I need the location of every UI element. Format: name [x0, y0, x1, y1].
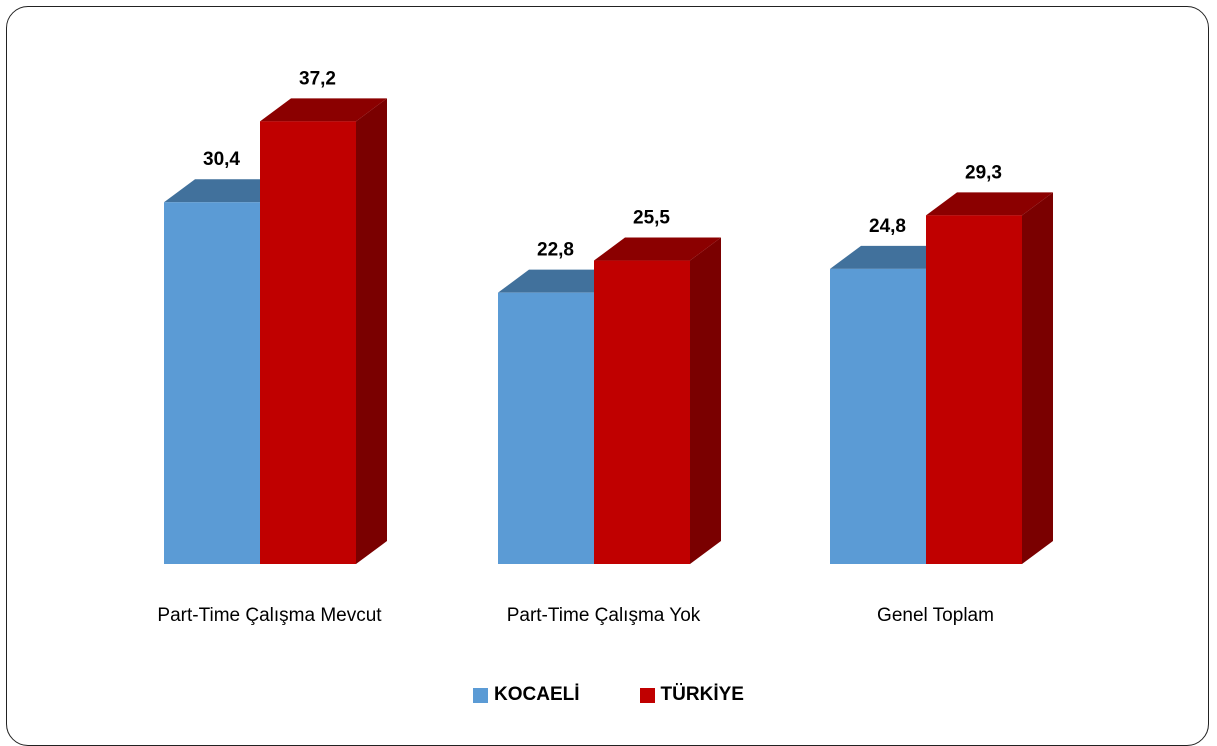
- data-label-turkiye-2: 29,3: [965, 162, 1002, 183]
- bar-turkiye-2: [926, 215, 1022, 564]
- bar-turkiye-0: [260, 121, 356, 564]
- bar-turkiye-1: [594, 260, 690, 564]
- legend-label-turkiye: TÜRKİYE: [660, 684, 744, 705]
- bar-kocaeli-0: [164, 202, 260, 565]
- bar-top-turkiye-1: [594, 237, 721, 261]
- legend: KOCAELİ TÜRKİYE: [0, 684, 1217, 706]
- category-label-1: Part-Time Çalışma Yok: [507, 605, 701, 626]
- data-label-turkiye-1: 25,5: [633, 208, 670, 229]
- data-label-kocaeli-1: 22,8: [537, 240, 574, 261]
- legend-label-kocaeli: KOCAELİ: [494, 684, 580, 705]
- legend-swatch-turkiye: [639, 687, 655, 703]
- legend-swatch-kocaeli: [473, 687, 489, 703]
- bar-kocaeli-1: [498, 292, 594, 564]
- chart-plot: 30,4 37,2 Part-Time Çalışma Mevcut 22,8 25,5…: [157, 68, 1053, 626]
- bar-top-kocaeli-2: [830, 245, 957, 269]
- bar-side-turkiye-0: [356, 98, 387, 564]
- bar-side-turkiye-2: [1022, 192, 1053, 564]
- bar-top-turkiye-2: [926, 192, 1053, 216]
- category-label-2: Genel Toplam: [877, 605, 994, 626]
- legend-item-kocaeli: KOCAELİ: [473, 684, 580, 706]
- bar-top-turkiye-0: [260, 98, 387, 122]
- bar-kocaeli-2: [830, 268, 926, 564]
- legend-item-turkiye: TÜRKİYE: [639, 684, 744, 706]
- data-label-kocaeli-0: 30,4: [203, 149, 240, 170]
- bar-side-turkiye-1: [690, 237, 721, 565]
- bar-top-kocaeli-1: [498, 269, 625, 293]
- bar-top-kocaeli-0: [164, 179, 291, 203]
- data-label-kocaeli-2: 24,8: [869, 216, 906, 237]
- data-label-turkiye-0: 37,2: [299, 68, 336, 89]
- category-label-0: Part-Time Çalışma Mevcut: [157, 605, 382, 626]
